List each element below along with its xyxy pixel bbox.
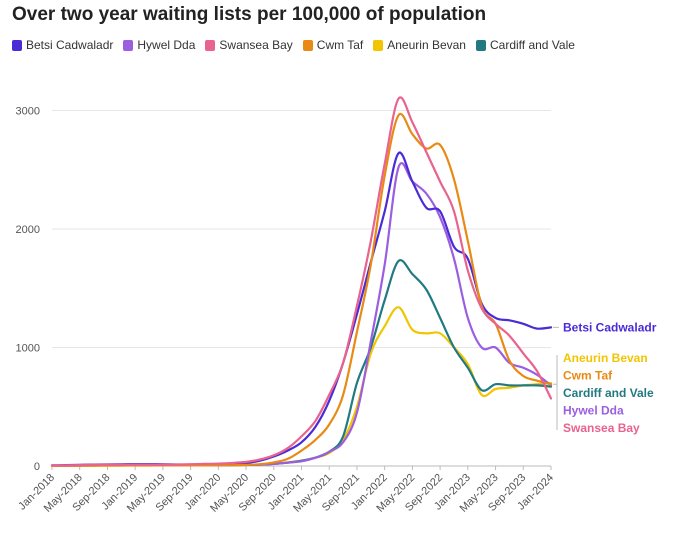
legend-swatch-aneurin xyxy=(373,39,384,51)
y-tick-label-1000: 1000 xyxy=(16,343,40,355)
legend-swatch-swansea xyxy=(205,39,216,51)
legend-item-cardiff: Cardiff and Vale xyxy=(475,38,575,52)
end-label-cwm: Cwm Taf xyxy=(563,369,613,383)
series-line-betsi xyxy=(50,151,553,467)
end-label-cardiff: Cardiff and Vale xyxy=(563,386,654,400)
end-label-betsi: Betsi Cadwaladr xyxy=(563,320,657,334)
y-tick-label-3000: 3000 xyxy=(16,106,40,118)
chart-title: Over two year waiting lists per 100,000 … xyxy=(12,4,487,25)
chart-legend: Betsi Cadwaladr Hywel Dda Swansea Bay Cwm T… xyxy=(12,38,575,52)
legend-item-swansea: Swansea Bay xyxy=(205,38,293,52)
series-line-cardiff xyxy=(50,259,553,467)
y-tick-label-2000: 2000 xyxy=(16,224,40,236)
legend-item-betsi: Betsi Cadwaladr xyxy=(12,38,113,52)
legend-label-hywel: Hywel Dda xyxy=(137,38,196,52)
legend-item-cwm: Cwm Taf xyxy=(302,38,364,52)
legend-label-aneurin: Aneurin Bevan xyxy=(387,38,466,52)
legend-label-cardiff: Cardiff and Vale xyxy=(489,38,575,52)
end-label-swansea: Swansea Bay xyxy=(563,421,640,435)
legend-label-cwm: Cwm Taf xyxy=(316,38,364,52)
legend-label-betsi: Betsi Cadwaladr xyxy=(26,38,114,52)
series-line-swansea xyxy=(50,96,553,467)
legend-swatch-hywel xyxy=(123,39,134,51)
end-label-aneurin: Aneurin Bevan xyxy=(563,351,648,365)
legend-item-hywel: Hywel Dda xyxy=(123,38,195,52)
legend-label-swansea: Swansea Bay xyxy=(219,38,293,52)
legend-swatch-cardiff xyxy=(475,39,486,51)
legend-swatch-cwm xyxy=(302,39,313,51)
series-line-hywel xyxy=(50,162,553,467)
legend-item-aneurin: Aneurin Bevan xyxy=(373,38,466,52)
end-label-hywel: Hywel Dda xyxy=(563,404,624,418)
y-tick-label-0: 0 xyxy=(34,461,40,473)
legend-swatch-betsi xyxy=(12,39,22,51)
